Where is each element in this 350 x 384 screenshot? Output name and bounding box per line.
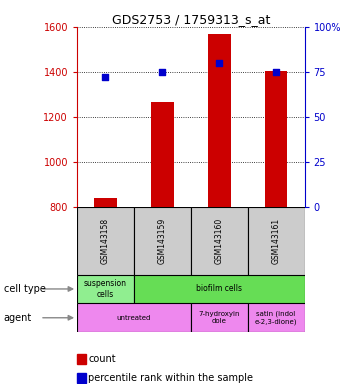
Bar	[77, 207, 134, 275]
Bar	[191, 303, 248, 332]
Point	[160, 69, 165, 75]
Bar	[151, 103, 174, 207]
Title: GDS2753 / 1759313_s_at: GDS2753 / 1759313_s_at	[112, 13, 270, 26]
Bar	[208, 34, 231, 207]
Point	[216, 60, 222, 66]
Bar	[77, 303, 191, 332]
Text: count: count	[88, 354, 116, 364]
Text: 7-hydroxyin
dole: 7-hydroxyin dole	[198, 311, 240, 324]
Bar	[248, 207, 304, 275]
Text: cell type: cell type	[4, 284, 46, 294]
Bar	[248, 303, 304, 332]
Bar	[94, 198, 117, 207]
Text: GSM143158: GSM143158	[101, 218, 110, 264]
Text: GSM143161: GSM143161	[272, 218, 281, 264]
Text: suspension
cells: suspension cells	[84, 279, 127, 299]
Text: satin (indol
e-2,3-dione): satin (indol e-2,3-dione)	[255, 311, 297, 325]
Bar	[134, 275, 304, 303]
Text: biofilm cells: biofilm cells	[196, 285, 242, 293]
Text: GSM143159: GSM143159	[158, 218, 167, 264]
Point	[103, 74, 108, 81]
Point	[273, 69, 279, 75]
Text: percentile rank within the sample: percentile rank within the sample	[88, 373, 253, 383]
Text: GSM143160: GSM143160	[215, 218, 224, 264]
Bar	[265, 71, 287, 207]
Text: agent: agent	[4, 313, 32, 323]
Text: untreated: untreated	[117, 315, 151, 321]
Bar	[134, 207, 191, 275]
Bar	[191, 207, 248, 275]
Bar	[77, 275, 134, 303]
